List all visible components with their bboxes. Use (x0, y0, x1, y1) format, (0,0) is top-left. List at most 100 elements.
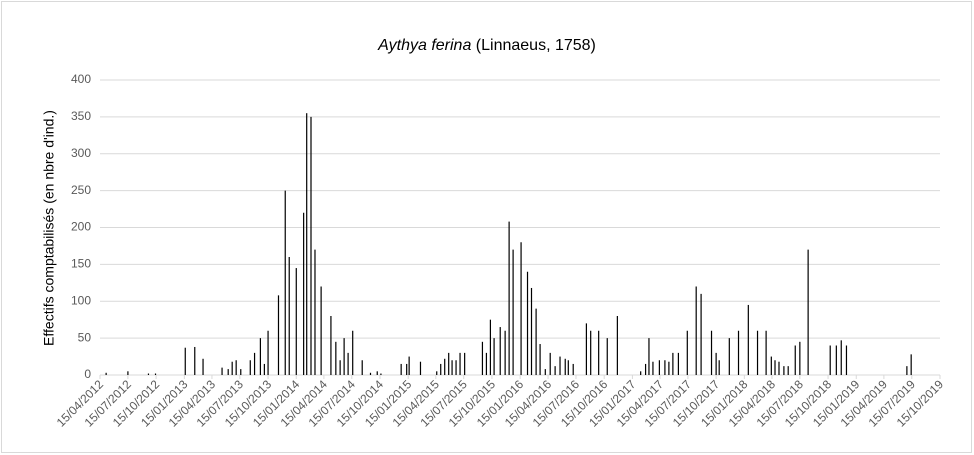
bar (235, 360, 237, 375)
bar (259, 338, 261, 375)
bar (554, 366, 556, 375)
y-tick-label: 100 (71, 293, 91, 307)
bar (737, 330, 740, 375)
bar (284, 190, 286, 375)
bar (455, 360, 457, 375)
bar (347, 352, 349, 375)
bar (835, 345, 837, 375)
bar (616, 316, 618, 375)
bar (464, 352, 466, 375)
y-tick-label: 0 (84, 367, 91, 381)
bar (508, 221, 510, 375)
bar (481, 341, 484, 375)
y-tick-label: 400 (71, 72, 91, 86)
bar (343, 338, 345, 375)
bar (807, 249, 809, 375)
bar (352, 330, 354, 375)
bar (728, 338, 730, 375)
bar (512, 249, 514, 375)
bar (231, 361, 233, 375)
bar (263, 363, 265, 375)
y-tick-label: 200 (71, 220, 91, 234)
bar (448, 352, 450, 375)
bar (668, 361, 670, 375)
bar (544, 369, 546, 375)
chart-title: Aythya ferina (Linnaeus, 1758) (377, 37, 596, 54)
bar (314, 249, 316, 375)
bar (549, 352, 551, 375)
bar (335, 341, 337, 375)
bar (436, 371, 438, 375)
bar (658, 360, 660, 375)
bar (221, 367, 223, 375)
bar (590, 330, 592, 375)
bar (710, 330, 713, 375)
bar (485, 352, 488, 375)
bar (369, 372, 372, 375)
bar (648, 338, 650, 375)
bar (419, 361, 422, 375)
bar (845, 345, 848, 375)
bar (644, 363, 647, 375)
bar (652, 361, 654, 375)
bar (408, 356, 410, 375)
bar (376, 371, 378, 375)
bar (672, 352, 674, 375)
title-author: (Linnaeus, 1758) (476, 37, 596, 54)
bar (664, 360, 666, 375)
bar (787, 366, 789, 375)
bar (440, 363, 442, 375)
bar (695, 286, 697, 375)
bar (572, 363, 574, 375)
bar (906, 366, 908, 375)
bar (770, 356, 772, 375)
bar (406, 363, 408, 375)
bar (320, 286, 322, 375)
bar (400, 363, 402, 375)
bar (194, 346, 196, 375)
bar (747, 304, 749, 375)
bar (295, 268, 297, 375)
y-tick-label: 250 (71, 183, 91, 197)
bar (147, 373, 150, 375)
bar (504, 330, 506, 375)
bar (520, 242, 522, 375)
bar (249, 360, 251, 375)
bar (330, 316, 332, 375)
bar (310, 116, 312, 375)
bar (783, 366, 785, 375)
y-tick-label: 300 (71, 146, 91, 160)
bar (451, 360, 453, 375)
y-tick-label: 150 (71, 257, 91, 271)
bar (127, 371, 129, 375)
y-tick-label: 50 (78, 330, 92, 344)
bar (606, 338, 608, 375)
bar (306, 113, 308, 375)
y-tick-label: 350 (71, 109, 91, 123)
bar (840, 340, 842, 375)
bar (277, 295, 280, 375)
bar (288, 257, 290, 375)
bar (539, 344, 541, 375)
bar (910, 354, 912, 375)
bar (184, 347, 186, 375)
bar (526, 271, 529, 375)
bar (774, 360, 776, 375)
bar (267, 330, 269, 375)
bar (202, 358, 204, 375)
bar (700, 293, 702, 375)
bar (499, 327, 501, 375)
bar (240, 369, 242, 375)
bar (715, 352, 717, 375)
bar (756, 330, 759, 375)
bar (598, 330, 600, 375)
bar (677, 352, 680, 375)
bar (253, 352, 256, 375)
bar (829, 345, 831, 375)
bar (794, 345, 796, 375)
bar (718, 360, 720, 375)
bar (339, 360, 341, 375)
bar (459, 352, 461, 375)
bar (765, 330, 767, 375)
